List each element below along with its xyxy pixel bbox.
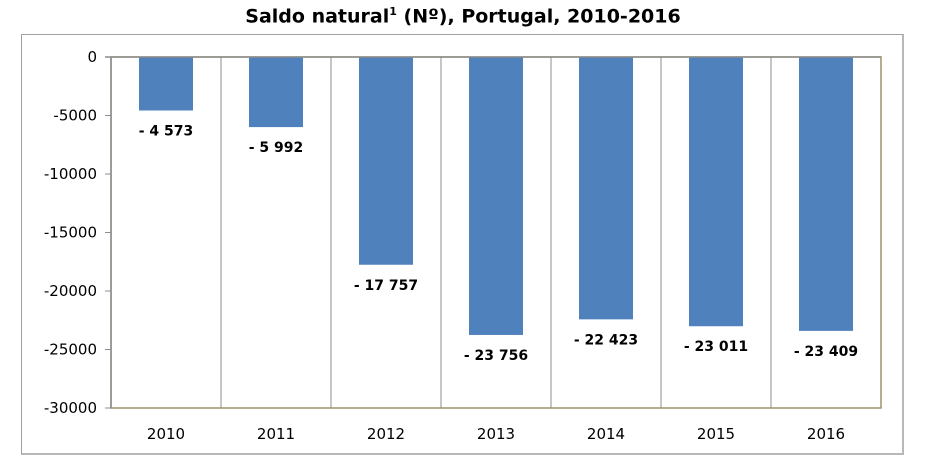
x-tick-label: 2010 (147, 425, 185, 443)
y-tick-label: -25000 (44, 341, 97, 359)
x-tick-label: 2012 (367, 425, 405, 443)
y-tick-label: -30000 (44, 399, 97, 417)
bar-2015 (689, 57, 743, 327)
x-tick-label: 2016 (807, 425, 845, 443)
y-tick-label: -10000 (44, 165, 97, 183)
bar-2011 (249, 57, 303, 128)
bar-2013 (469, 57, 523, 335)
x-tick-label: 2015 (697, 425, 735, 443)
data-label-2015: - 23 011 (684, 339, 748, 355)
x-tick-label: 2014 (587, 425, 625, 443)
title-suffix: (Nº), Portugal, 2010-2016 (396, 5, 681, 28)
bar-2014 (579, 57, 633, 320)
data-label-2016: - 23 409 (794, 344, 858, 360)
data-label-2010: - 4 573 (139, 124, 194, 140)
data-label-2013: - 23 756 (464, 348, 528, 364)
data-label-2012: - 17 757 (354, 278, 418, 294)
chart-frame (21, 34, 904, 455)
bar-2010 (139, 57, 193, 111)
title-text: Saldo natural (245, 5, 390, 28)
x-tick-label: 2013 (477, 425, 515, 443)
data-label-2011: - 5 992 (249, 140, 304, 156)
y-tick-label: -20000 (44, 282, 97, 300)
data-label-2014: - 22 423 (574, 332, 638, 348)
chart-title: Saldo natural1 (Nº), Portugal, 2010-2016 (0, 5, 926, 27)
y-tick-label: -5000 (53, 107, 97, 125)
y-tick-label: 0 (87, 48, 97, 66)
x-tick-label: 2011 (257, 425, 295, 443)
y-tick-label: -15000 (44, 224, 97, 242)
bar-2012 (359, 57, 413, 265)
title-footnote: 1 (389, 5, 397, 18)
bar-2016 (799, 57, 853, 331)
